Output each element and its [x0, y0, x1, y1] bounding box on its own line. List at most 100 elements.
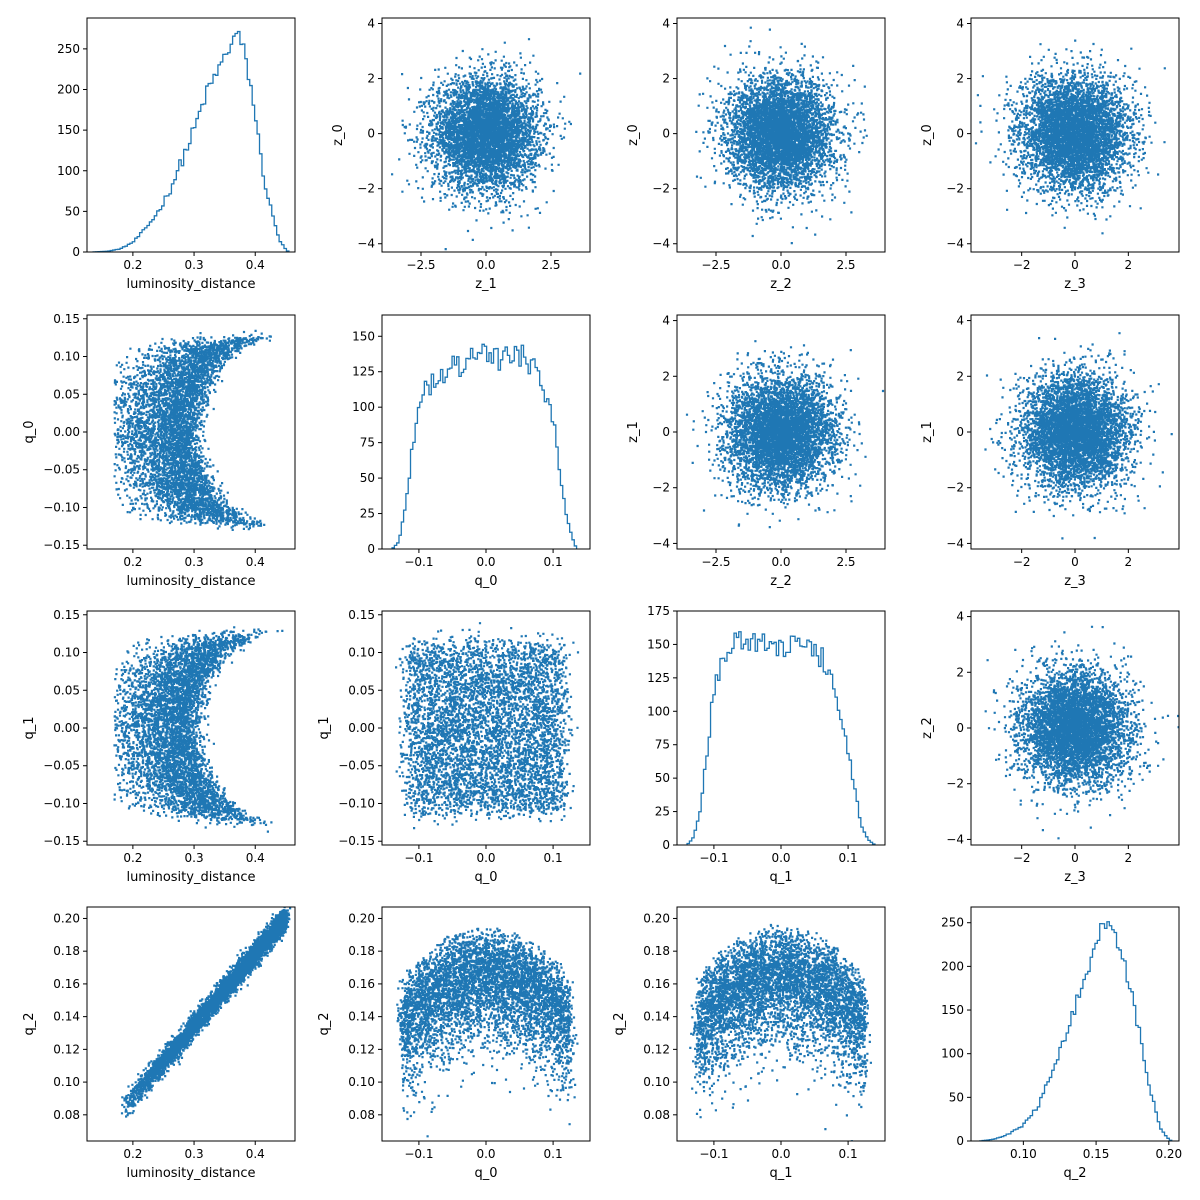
y-tick-label: 50	[949, 1090, 964, 1104]
y-tick-label: 4	[367, 17, 375, 31]
y-tick-label: 2	[367, 72, 375, 86]
y-tick-label: 150	[57, 123, 80, 137]
x-tick-label: 0.3	[185, 1147, 204, 1161]
x-tick-label: 0.1	[544, 555, 563, 569]
x-tick-label: 2.5	[836, 258, 855, 272]
subplot-2-0: 0.2 0.3 0.4 −0.15 −0.10 −0.05 0.00 0.05 0.10 0.15…	[22, 608, 296, 885]
y-tick-label: 0.10	[53, 646, 80, 660]
x-tick-label: 0.0	[476, 1147, 495, 1161]
x-axis-label: z_2	[770, 574, 792, 589]
axes-frame	[86, 17, 296, 253]
x-tick-label: 0.3	[185, 258, 204, 272]
y-tick-label: 0.12	[53, 1042, 80, 1056]
subplot-1-0: 0.2 0.3 0.4 −0.15 −0.10 −0.05 0.00 0.05 0.10 0.15…	[22, 312, 296, 589]
x-tick-label: −0.1	[404, 555, 433, 569]
plot-area	[979, 921, 1173, 1141]
y-tick-label: −0.10	[338, 796, 375, 810]
y-axis-label: z_1	[626, 421, 641, 443]
y-tick-label: 0.10	[348, 1075, 375, 1089]
subplot-2-2: −0.1 0.0 0.1 0 25 50 75 100 125 150 175 q_1	[647, 604, 886, 885]
x-tick-label: 0.2	[123, 851, 142, 865]
plot-area	[685, 340, 885, 529]
y-axis-label: q_1	[22, 716, 37, 739]
y-tick-label: −2	[946, 182, 964, 196]
x-axis-label: luminosity_distance	[126, 277, 255, 292]
y-tick-label: 200	[57, 83, 80, 97]
y-tick-label: 2	[662, 369, 670, 383]
y-tick-label: 0.14	[348, 1010, 375, 1024]
x-tick-label: −2.5	[701, 555, 730, 569]
y-tick-label: 0.10	[53, 1075, 80, 1089]
x-tick-label: 0.1	[839, 851, 858, 865]
y-tick-label: −4	[357, 237, 375, 251]
y-axis-label: z_2	[920, 717, 935, 739]
x-axis-label: q_0	[474, 1166, 497, 1181]
subplot-3-0: 0.2 0.3 0.4 0.08 0.10 0.12 0.14 0.16 0.18 0.20 lum…	[22, 906, 296, 1181]
x-tick-label: 0	[1071, 851, 1079, 865]
x-axis-label: z_3	[1064, 870, 1086, 885]
y-tick-label: 0	[662, 425, 670, 439]
x-tick-label: 0.3	[185, 555, 204, 569]
x-tick-label: 2	[1125, 851, 1133, 865]
subplot-0-1: −2.5 0.0 2.5 −4 −2 0 2 4 z_1 z_0	[331, 17, 591, 292]
x-tick-label: 0.0	[771, 555, 790, 569]
x-axis-label: z_3	[1064, 277, 1086, 292]
y-tick-label: −2	[652, 182, 670, 196]
scatter-points	[689, 923, 872, 1141]
y-tick-label: 0.10	[53, 350, 80, 364]
y-tick-label: 0	[662, 127, 670, 141]
x-tick-label: 0	[1071, 258, 1079, 272]
scatter-points	[396, 927, 579, 1138]
y-tick-label: 0.05	[53, 387, 80, 401]
x-tick-label: 0.0	[771, 1147, 790, 1161]
histogram-step-line	[979, 921, 1173, 1141]
y-tick-label: 2	[956, 369, 964, 383]
y-tick-label: 0.20	[643, 911, 670, 925]
x-tick-label: 2.5	[541, 258, 560, 272]
y-axis-label: z_0	[920, 124, 935, 146]
y-tick-label: 0.16	[643, 977, 670, 991]
y-tick-label: 100	[352, 400, 375, 414]
x-tick-label: 0.4	[246, 1147, 265, 1161]
y-tick-label: 0.16	[53, 977, 80, 991]
y-tick-label: 25	[360, 507, 375, 521]
y-tick-label: −2	[946, 777, 964, 791]
scatter-points	[120, 907, 292, 1118]
x-tick-label: 0.20	[1155, 1147, 1182, 1161]
x-tick-label: 0.0	[476, 851, 495, 865]
subplot-1-1: −0.1 0.0 0.1 0 25 50 75 100 125 150 q_0	[352, 314, 591, 589]
y-axis-label: z_1	[920, 421, 935, 443]
y-tick-label: 4	[956, 314, 964, 328]
y-axis-label: z_0	[331, 124, 346, 146]
y-axis-label: q_2	[317, 1012, 332, 1035]
y-tick-label: −0.15	[43, 538, 80, 552]
axes-frame	[86, 906, 296, 1142]
x-tick-label: −0.1	[699, 851, 728, 865]
subplot-1-3: −2 0 2 −4 −2 0 2 4 z_3 z_1	[920, 314, 1180, 589]
y-tick-label: 0	[956, 721, 964, 735]
y-tick-label: 0.05	[53, 683, 80, 697]
y-tick-label: 4	[662, 314, 670, 328]
y-tick-label: −4	[946, 832, 964, 846]
y-tick-label: 175	[647, 604, 670, 618]
y-tick-label: 50	[655, 771, 670, 785]
y-tick-label: 200	[941, 959, 964, 973]
plot-area	[113, 626, 284, 833]
scatter-points	[382, 38, 582, 251]
plot-area	[686, 631, 876, 845]
y-tick-label: 0.08	[643, 1108, 670, 1122]
x-tick-label: −2.5	[406, 258, 435, 272]
y-tick-label: 2	[662, 72, 670, 86]
y-tick-label: −0.15	[43, 834, 80, 848]
y-tick-label: 100	[941, 1047, 964, 1061]
y-tick-label: 125	[352, 365, 375, 379]
y-tick-label: −4	[946, 237, 964, 251]
scatter-points	[984, 332, 1173, 540]
x-tick-label: 2	[1125, 555, 1133, 569]
subplot-0-3: −2 0 2 −4 −2 0 2 4 z_3 z_0	[920, 17, 1180, 292]
y-tick-label: 0.16	[348, 977, 375, 991]
x-axis-label: luminosity_distance	[126, 870, 255, 885]
x-tick-label: −0.1	[699, 1147, 728, 1161]
x-tick-label: −2	[1013, 555, 1031, 569]
plot-area	[984, 625, 1179, 840]
